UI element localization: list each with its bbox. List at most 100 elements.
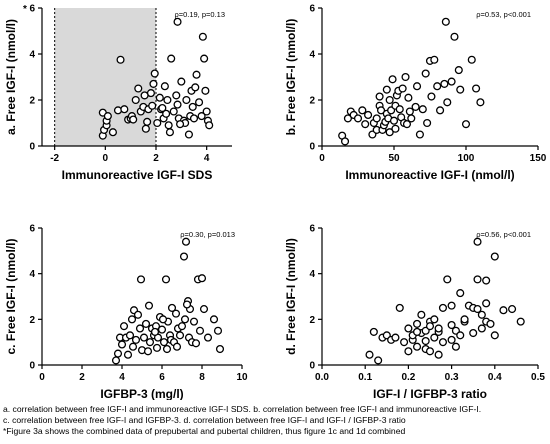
x-tick-label: 6 (159, 372, 165, 383)
data-point (467, 55, 476, 64)
data-point (162, 109, 171, 118)
data-point (175, 331, 185, 340)
data-point (195, 326, 205, 335)
data-point (443, 98, 452, 107)
data-point (191, 83, 200, 92)
data-point (375, 92, 384, 101)
data-point (374, 356, 383, 365)
data-point (415, 130, 424, 139)
y-tick-label: 0 (309, 361, 315, 372)
y-axis-title: c. Free IGF-I (nmol/l) (4, 238, 18, 354)
data-point (215, 344, 225, 354)
data-point (161, 275, 171, 284)
data-point (389, 116, 399, 125)
data-point (473, 305, 482, 314)
x-tick-label: 2 (153, 153, 159, 164)
data-point (117, 340, 127, 349)
data-point (189, 114, 199, 123)
figure-caption: a. correlation between free IGF-I and im… (3, 404, 548, 436)
data-point (150, 327, 160, 336)
data-point (141, 319, 151, 328)
y-tick-label: 4 (29, 50, 35, 61)
data-point (108, 128, 117, 137)
data-point (113, 106, 123, 115)
y-tick-label: 6 (309, 4, 315, 15)
data-point (372, 114, 381, 123)
x-tick-label: 0.5 (531, 372, 545, 383)
data-point (343, 114, 352, 123)
data-point (425, 322, 435, 331)
data-point (516, 317, 525, 326)
x-tick-label: 50 (388, 153, 400, 164)
data-point (486, 319, 495, 328)
data-point (382, 85, 391, 94)
data-point (340, 137, 350, 146)
data-point (119, 322, 129, 331)
data-point (456, 85, 465, 94)
data-point (160, 82, 169, 91)
y-tick-label: 0 (29, 142, 35, 153)
data-point (103, 112, 112, 121)
data-point (153, 118, 162, 128)
data-point (412, 82, 422, 91)
data-point (404, 324, 413, 333)
x-tick-label: 0 (39, 372, 45, 383)
data-point (167, 54, 176, 63)
data-point (152, 343, 162, 352)
x-tick-label: 8 (199, 372, 205, 383)
data-point (128, 342, 138, 351)
y-tick-label: 2 (29, 96, 35, 107)
data-point (376, 106, 386, 115)
data-point (482, 276, 491, 285)
data-point (125, 331, 135, 340)
data-point (131, 95, 140, 105)
data-point (477, 310, 486, 319)
data-point (188, 102, 197, 111)
data-point (440, 79, 449, 88)
data-point (136, 275, 146, 284)
data-point (473, 275, 482, 284)
data-point (205, 121, 214, 130)
data-point (391, 333, 400, 342)
data-point (191, 339, 201, 348)
data-point (436, 106, 445, 115)
caption-line-3: *Figure 3a shows the combined data of pr… (3, 425, 406, 436)
data-point (477, 324, 486, 333)
data-point (159, 338, 169, 347)
data-point (195, 98, 204, 107)
caption-line-1: a. correlation between free IGF-I and im… (3, 404, 482, 414)
x-tick-label: 0.3 (445, 372, 459, 383)
data-point (508, 305, 517, 314)
data-point (358, 106, 367, 115)
data-point (421, 336, 430, 346)
data-point (155, 93, 164, 102)
data-point (456, 289, 465, 298)
y-tick-label: 6 (29, 224, 35, 235)
data-point (134, 84, 143, 93)
data-point (433, 82, 442, 91)
data-point (182, 95, 191, 105)
y-tick-label: 0 (29, 361, 35, 372)
data-point (412, 342, 422, 351)
data-point (447, 301, 456, 310)
x-tick-label: 0.0 (315, 372, 329, 383)
correlation-annotation: ρ=0.53, p<0.001 (476, 10, 531, 19)
data-point (447, 320, 456, 330)
data-point (177, 77, 186, 86)
x-tick-label: 2 (79, 372, 85, 383)
data-point (150, 69, 159, 78)
data-point (139, 333, 149, 342)
data-point (438, 338, 448, 347)
y-tick-label: 2 (29, 315, 35, 326)
data-point (199, 305, 209, 314)
data-point (499, 306, 508, 315)
data-point (421, 69, 430, 78)
data-point (427, 92, 436, 101)
data-point (172, 342, 182, 351)
data-point (404, 347, 413, 356)
data-point (200, 54, 209, 63)
y-axis-title: d. Free IGF-I (nmol/l) (284, 238, 298, 355)
y-tick-label: 2 (309, 315, 315, 326)
data-point (385, 128, 394, 137)
data-point (165, 128, 174, 137)
